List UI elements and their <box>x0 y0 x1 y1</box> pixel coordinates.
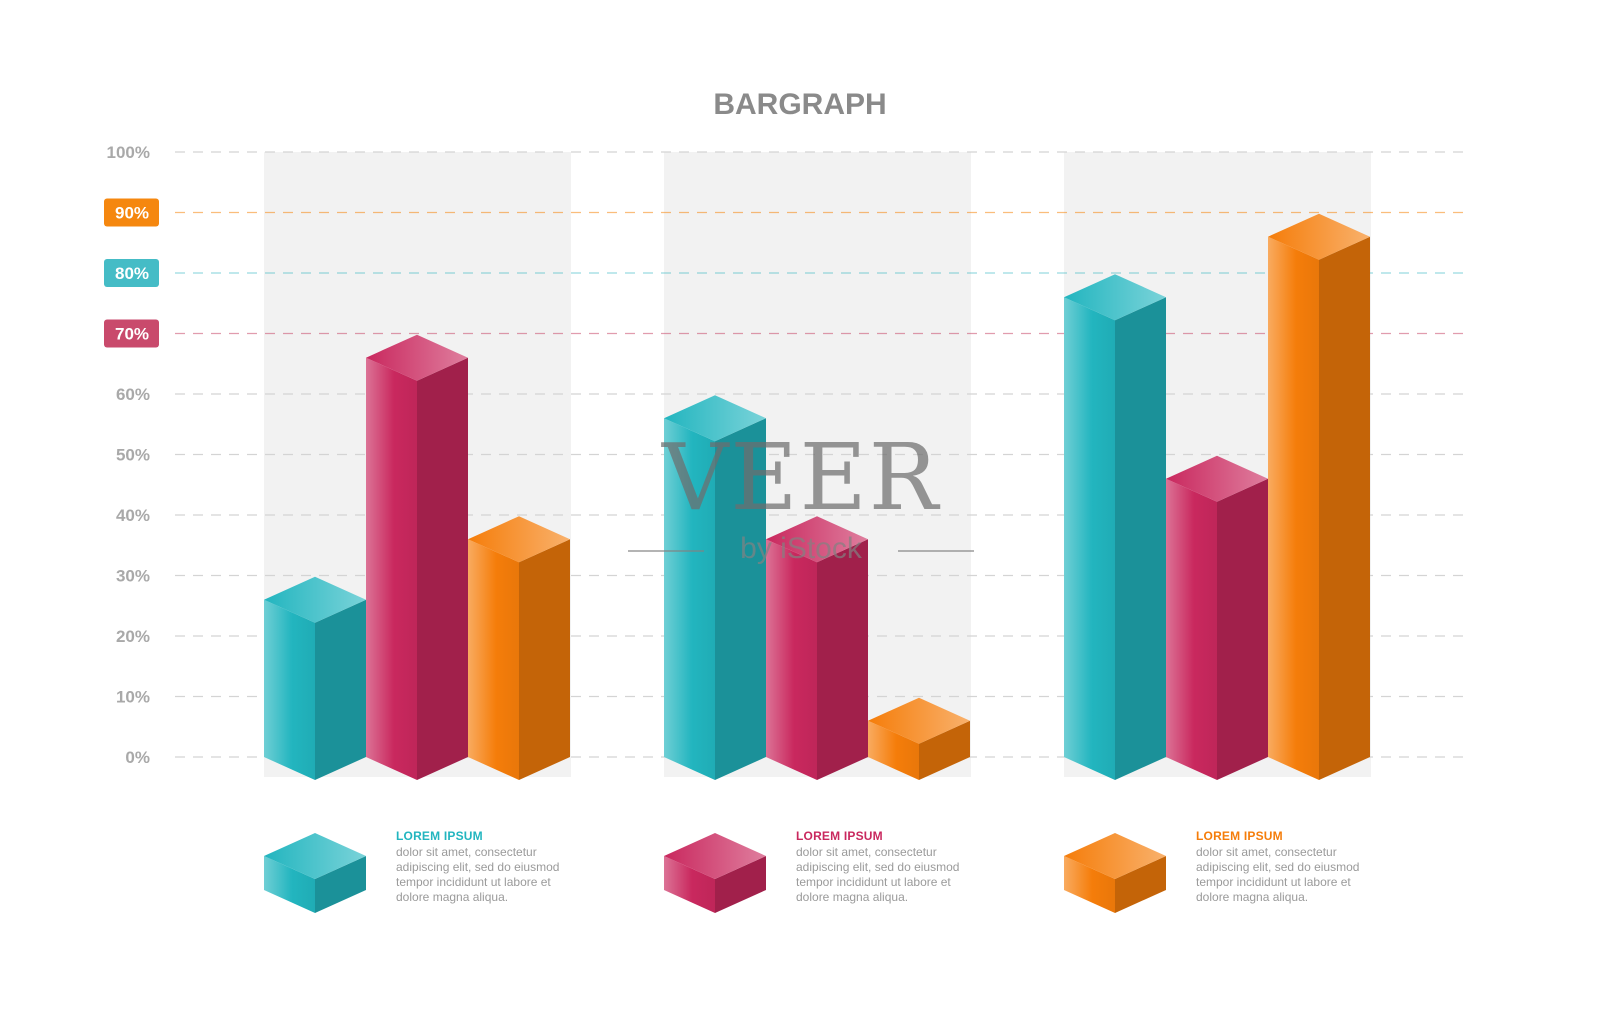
bar-face-left <box>468 539 519 780</box>
legend-description: dolor sit amet, consectetur adipiscing e… <box>796 845 960 904</box>
legend-swatch <box>664 833 766 913</box>
bar <box>366 334 468 780</box>
bar <box>664 395 766 780</box>
bar <box>1166 455 1268 780</box>
bar-face-left <box>868 720 919 780</box>
bar-face-left <box>1064 297 1115 780</box>
y-tick-label: 20% <box>116 627 150 646</box>
tick-badge <box>104 319 159 348</box>
legend-item: LOREM IPSUM dolor sit amet, consectetur a… <box>796 829 986 905</box>
legend-item: LOREM IPSUM dolor sit amet, consectetur a… <box>1196 829 1386 905</box>
legend-title: LOREM IPSUM <box>1196 829 1283 843</box>
y-tick-label: 80% <box>115 264 149 283</box>
bar-face-left <box>1064 856 1115 913</box>
y-tick-label: 50% <box>116 446 150 465</box>
bar-top <box>664 833 766 879</box>
bar <box>868 697 970 780</box>
y-tick-label: 0% <box>125 748 150 767</box>
y-tick-label: 10% <box>116 688 150 707</box>
legend-swatch <box>1064 833 1166 913</box>
bar-top <box>1166 455 1268 502</box>
bar-face-left <box>264 856 315 913</box>
bar-face-left <box>664 856 715 913</box>
bar-face-left <box>1166 478 1217 780</box>
bar-face-right <box>1319 236 1370 780</box>
y-tick-label: 40% <box>116 506 150 525</box>
bar-top <box>868 697 970 744</box>
legend-description: dolor sit amet, consectetur adipiscing e… <box>1196 845 1360 904</box>
bar-face-right <box>315 856 366 913</box>
legend-item: LOREM IPSUM dolor sit amet, consectetur a… <box>396 829 586 905</box>
bar-face-left <box>264 599 315 780</box>
bar-face-right <box>519 539 570 780</box>
bar-face-left <box>1268 236 1319 780</box>
y-tick-label: 90% <box>115 204 149 223</box>
chart-title: BARGRAPH <box>713 88 886 121</box>
bar <box>766 516 868 780</box>
bar <box>1064 274 1166 780</box>
legend-title: LOREM IPSUM <box>396 829 483 843</box>
bar-face-right <box>315 599 366 780</box>
bar-top <box>1064 274 1166 321</box>
bar-top <box>1268 213 1370 260</box>
bar-top <box>766 516 868 563</box>
bar <box>468 516 570 780</box>
bar-face-right <box>715 418 766 780</box>
bar-face-right <box>1115 297 1166 780</box>
bar-face-left <box>766 539 817 780</box>
bar-face-left <box>664 418 715 780</box>
bar-top <box>264 833 366 879</box>
bar-face-right <box>919 720 970 780</box>
bar <box>264 576 366 780</box>
bar <box>1268 213 1370 780</box>
y-tick-label: 30% <box>116 567 150 586</box>
tick-badge <box>104 198 159 227</box>
y-tick-label: 70% <box>115 325 149 344</box>
bar-top <box>468 516 570 563</box>
bar-top <box>366 334 468 381</box>
legend-description: dolor sit amet, consectetur adipiscing e… <box>396 845 560 904</box>
legend-title: LOREM IPSUM <box>796 829 883 843</box>
y-tick-label: 60% <box>116 385 150 404</box>
bar-face-right <box>417 357 468 780</box>
bar-top <box>1064 833 1166 879</box>
bar-face-right <box>1115 856 1166 913</box>
legend-swatch <box>264 833 366 913</box>
bar-face-right <box>817 539 868 780</box>
bar-face-left <box>366 357 417 780</box>
bar-face-right <box>1217 478 1268 780</box>
bar-top <box>264 576 366 623</box>
bar-top <box>664 395 766 442</box>
bar-face-right <box>715 856 766 913</box>
tick-badge <box>104 259 159 287</box>
y-tick-label: 100% <box>107 143 150 162</box>
